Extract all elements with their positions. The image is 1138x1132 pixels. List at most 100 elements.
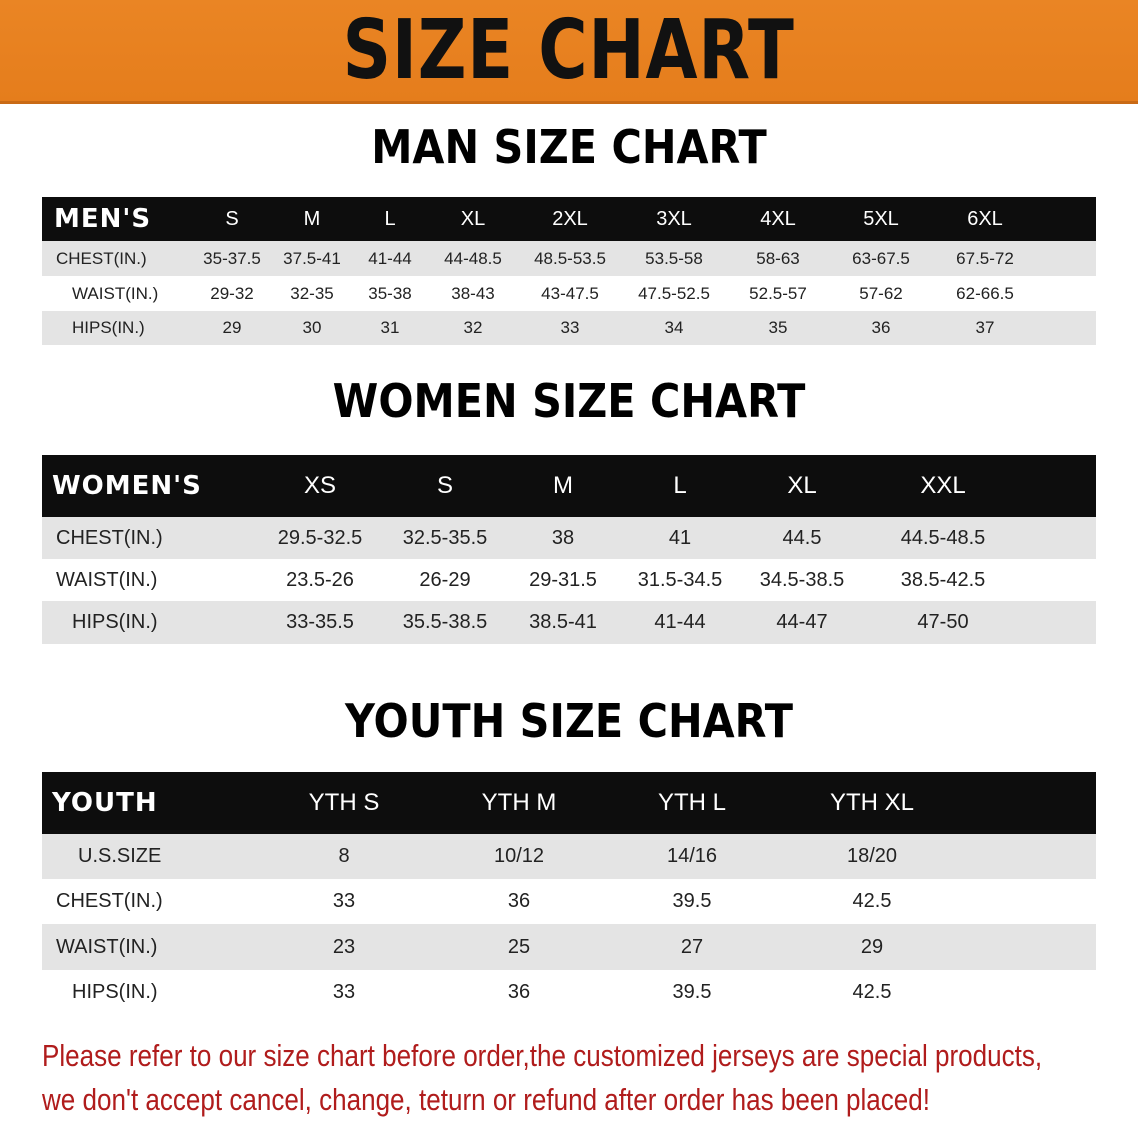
table-cell: 23.5-26 (286, 568, 354, 591)
table-cell: 32 (463, 318, 483, 337)
table-cell: 35.5-38.5 (402, 611, 488, 633)
table-cell: 34 (664, 318, 684, 337)
table-cell: 53.5-58 (645, 248, 703, 268)
table-row: WAIST(IN.) 29-32 32-35 35-38 38-43 43-47.5 47.… (42, 276, 1096, 311)
women-title: WOMEN SIZE CHART (332, 374, 806, 428)
table-cell: 34.5-38.5 (759, 568, 845, 591)
men-title: MAN SIZE CHART (371, 120, 767, 174)
table-cell: 37 (975, 318, 995, 337)
size-header: XXL (920, 472, 966, 499)
table-cell: 36 (507, 981, 531, 1003)
row-label: CHEST(IN.) (56, 890, 163, 912)
table-cell: 29 (222, 318, 242, 337)
table-cell: 38-43 (451, 283, 495, 303)
table-cell: 44.5 (782, 526, 822, 549)
table-cell: 41-44 (368, 248, 412, 268)
note-line-2: we don't accept cancel, change, teturn o… (42, 1082, 931, 1117)
table-cell: 31.5-34.5 (637, 568, 723, 591)
table-cell: 36 (871, 318, 891, 337)
size-header: YTH M (481, 789, 557, 816)
row-label: WAIST(IN.) (56, 935, 158, 958)
table-cell: 58-63 (756, 248, 800, 268)
table-row: HIPS(IN.) 33 36 39.5 42.5 (42, 970, 1096, 1015)
table-cell: 63-67.5 (852, 248, 910, 268)
table-cell: 44-47 (776, 611, 828, 633)
women-size-table: WOMEN'S XS S M L XL XXL CHEST(IN.) 29.5-32.5 32.5… (42, 455, 1096, 644)
table-cell: 33-35.5 (286, 611, 354, 633)
size-header: 2XL (552, 207, 588, 230)
table-cell: 37.5-41 (283, 248, 341, 268)
header-label: WOMEN'S (52, 471, 202, 501)
row-label: HIPS(IN.) (72, 318, 145, 337)
table-cell: 8 (338, 845, 350, 867)
header-row: YOUTH YTH S YTH M YTH L YTH XL (42, 772, 1096, 834)
table-row: WAIST(IN.) 23 25 27 29 (42, 924, 1096, 970)
table-cell: 26-29 (419, 568, 471, 591)
table-cell: 32.5-35.5 (402, 526, 488, 549)
size-header: S (225, 207, 239, 230)
size-header: XS (303, 472, 337, 499)
table-cell: 57-62 (859, 283, 903, 303)
size-header: 6XL (967, 207, 1003, 230)
row-label: CHEST(IN.) (56, 526, 163, 549)
note-line-1: Please refer to our size chart before or… (42, 1038, 1043, 1073)
table-cell: 38.5-41 (529, 611, 597, 633)
table-row: CHEST(IN.) 29.5-32.5 32.5-35.5 38 41 44.5 44.5… (42, 517, 1096, 559)
table-cell: 41-44 (654, 611, 706, 633)
row-label: U.S.SIZE (78, 845, 162, 867)
size-header: L (384, 207, 396, 230)
table-row: CHEST(IN.) 35-37.5 37.5-41 41-44 44-48.5 48.5… (42, 241, 1096, 276)
table-cell: 25 (507, 935, 531, 958)
table-cell: 41 (668, 526, 692, 549)
table-cell: 47.5-52.5 (638, 283, 710, 303)
row-label: WAIST(IN.) (72, 283, 159, 303)
men-size-table: MEN'S S M L XL 2XL 3XL 4XL 5XL 6XL CHEST(IN.) 35-37… (42, 197, 1096, 345)
table-cell: 27 (680, 935, 704, 958)
table-cell: 35-38 (368, 283, 412, 303)
table-cell: 10/12 (493, 845, 545, 867)
table-cell: 29-32 (210, 283, 254, 303)
table-cell: 36 (507, 890, 531, 912)
header-row: MEN'S S M L XL 2XL 3XL 4XL 5XL 6XL (42, 197, 1096, 241)
table-cell: 67.5-72 (956, 248, 1014, 268)
size-header: YTH L (657, 789, 727, 816)
size-header: S (436, 472, 454, 499)
table-cell: 23 (332, 935, 356, 958)
table-cell: 44-48.5 (444, 248, 502, 268)
table-cell: 52.5-57 (749, 283, 807, 303)
table-cell: 33 (332, 981, 356, 1003)
table-cell: 35-37.5 (203, 248, 261, 268)
table-cell: 38 (551, 526, 575, 549)
table-cell: 38.5-42.5 (900, 568, 986, 591)
table-row: CHEST(IN.) 33 36 39.5 42.5 (42, 879, 1096, 924)
table-cell: 48.5-53.5 (534, 248, 606, 268)
row-label: WAIST(IN.) (56, 568, 158, 591)
header-label: MEN'S (54, 204, 152, 234)
table-cell: 39.5 (672, 981, 712, 1003)
size-header: 3XL (656, 207, 692, 230)
size-header: L (673, 472, 687, 499)
size-header: XL (460, 207, 486, 230)
header-row: WOMEN'S XS S M L XL XXL (42, 455, 1096, 517)
table-cell: 43-47.5 (541, 283, 599, 303)
table-cell: 35 (768, 318, 788, 337)
size-header: YTH S (308, 789, 380, 816)
size-header: 4XL (760, 207, 796, 230)
youth-size-table: YOUTH YTH S YTH M YTH L YTH XL U.S.SIZE 8 10/12… (42, 772, 1096, 1015)
table-row: WAIST(IN.) 23.5-26 26-29 29-31.5 31.5-34.5 34… (42, 559, 1096, 601)
table-cell: 33 (560, 318, 580, 337)
banner-title: SIZE CHART (342, 3, 796, 98)
youth-title: YOUTH SIZE CHART (345, 694, 793, 748)
size-header: XL (787, 472, 817, 499)
table-row: HIPS(IN.) 33-35.5 35.5-38.5 38.5-41 41-44 44-… (42, 601, 1096, 644)
table-row: U.S.SIZE 8 10/12 14/16 18/20 (42, 834, 1096, 879)
table-cell: 29 (860, 935, 884, 958)
table-cell: 44.5-48.5 (900, 526, 986, 549)
row-label: CHEST(IN.) (56, 248, 147, 268)
table-cell: 29.5-32.5 (277, 526, 363, 549)
row-label: HIPS(IN.) (72, 981, 158, 1003)
banner: SIZE CHART (0, 0, 1138, 104)
table-cell: 30 (302, 318, 322, 337)
table-cell: 42.5 (852, 890, 892, 912)
table-cell: 32-35 (290, 283, 334, 303)
